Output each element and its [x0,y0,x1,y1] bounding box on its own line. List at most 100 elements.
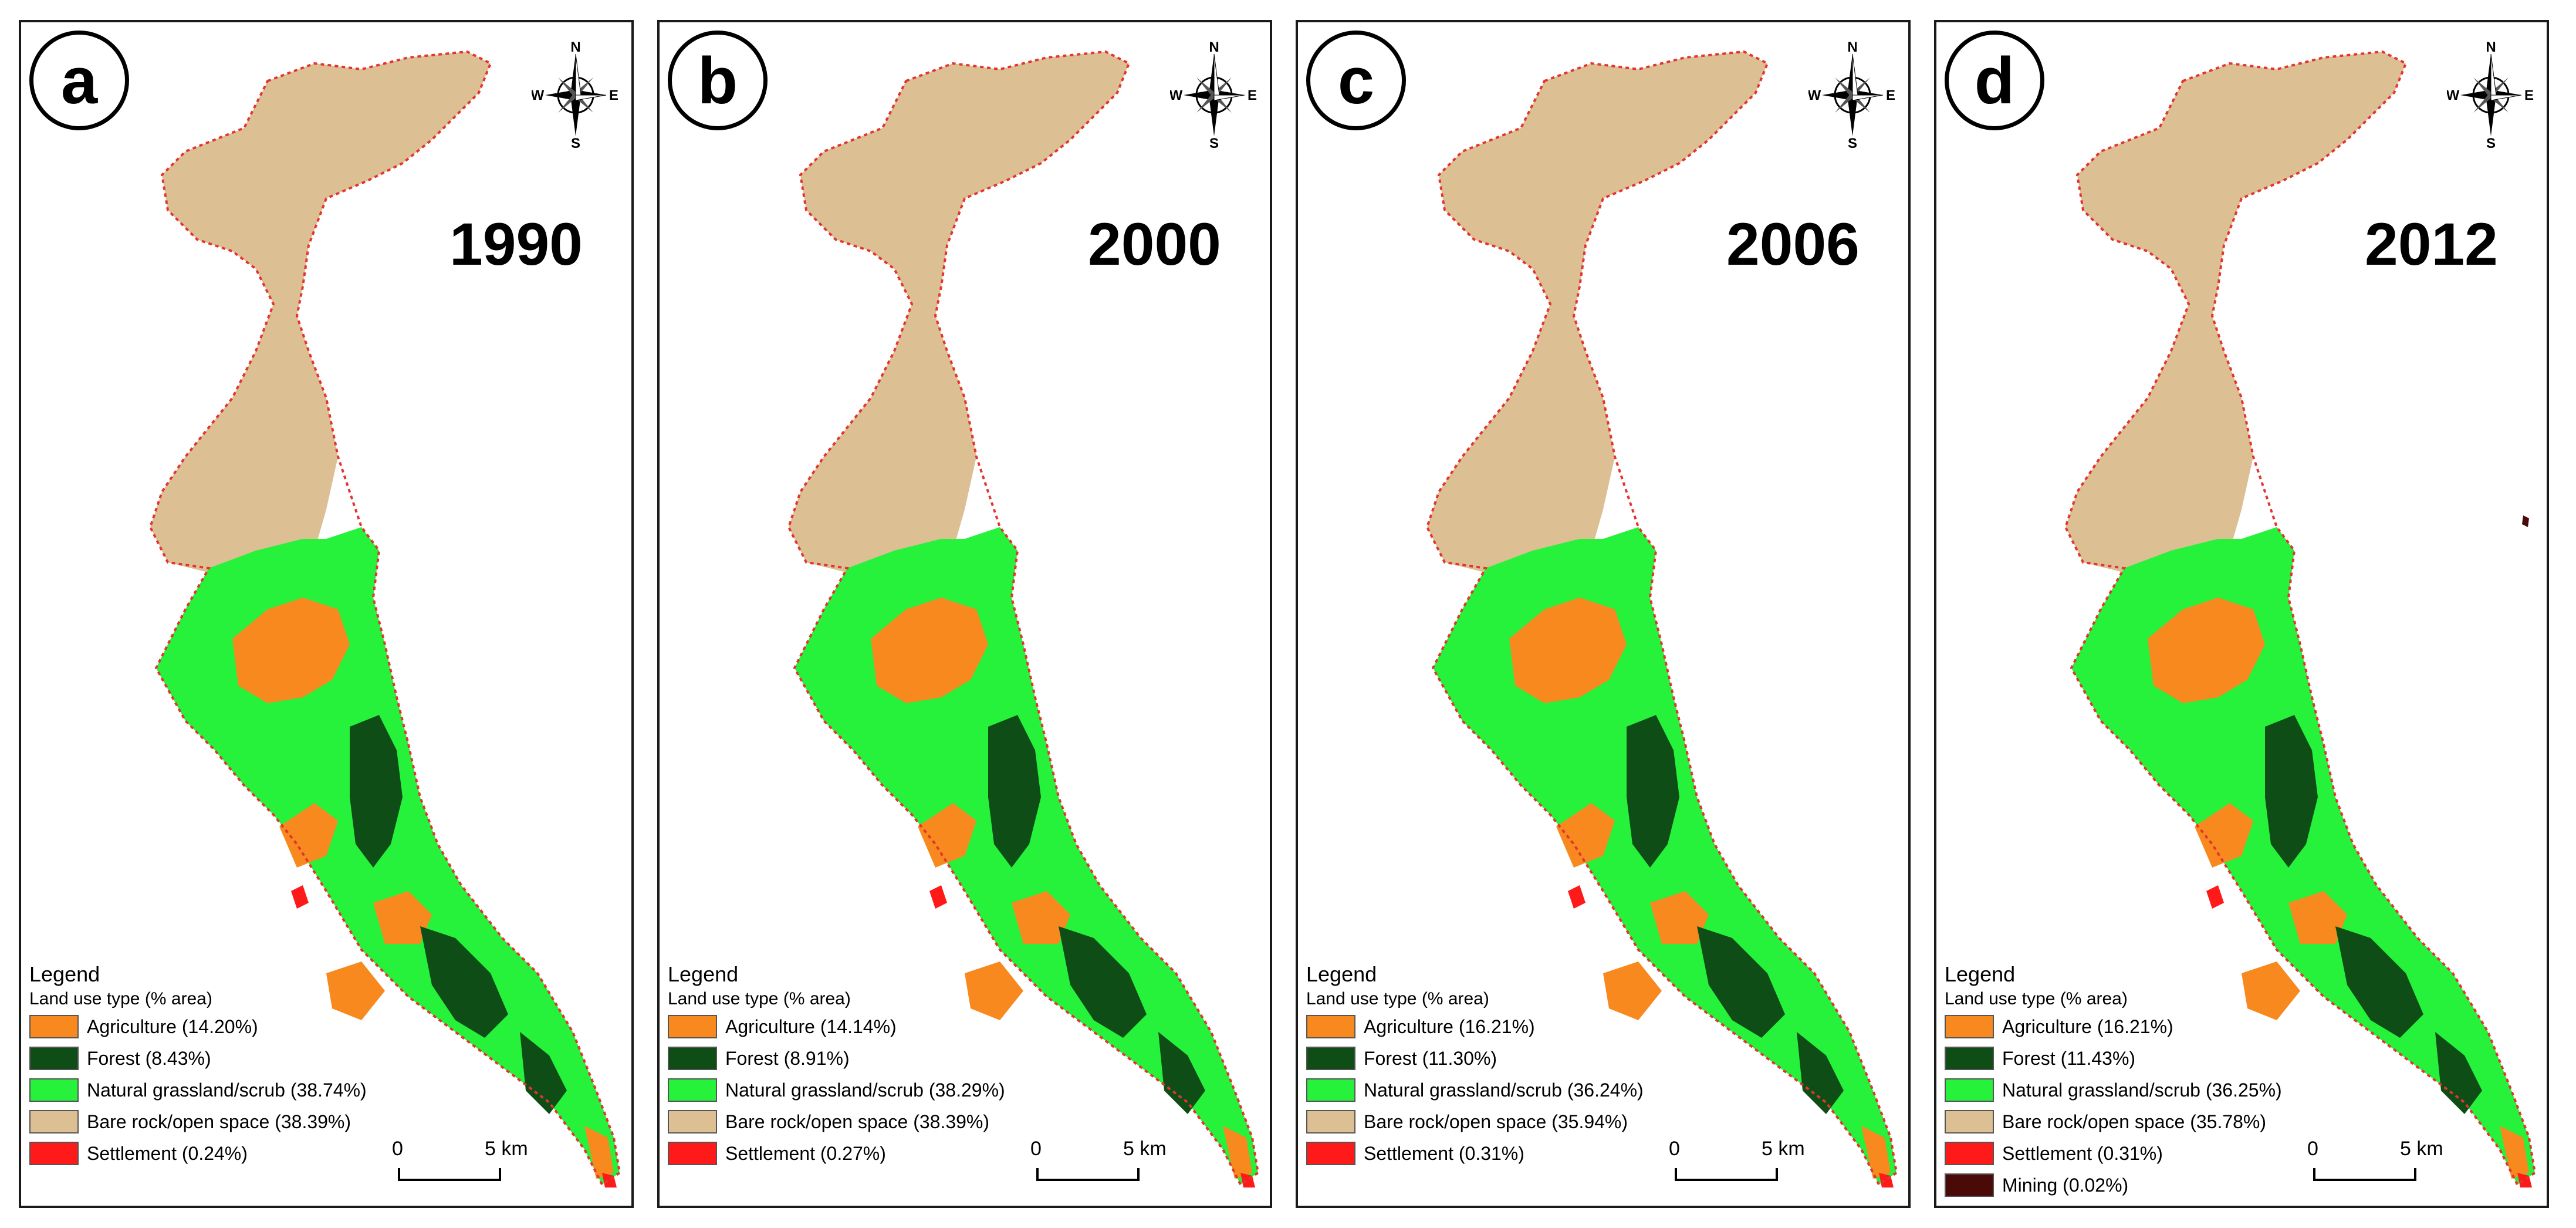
legend-swatch [668,1142,717,1165]
north-arrow-icon: N S W E [2447,39,2534,150]
legend-item-forest: Forest (11.30%) [1306,1043,1644,1074]
compass-east-label: E [609,87,618,103]
legend: Legend Land use type (% area) Agricultur… [1306,962,1644,1169]
legend-label: Forest (11.43%) [2002,1047,2136,1069]
legend-label: Agriculture (14.20%) [87,1016,258,1037]
legend-swatch [668,1047,717,1070]
scale-end-label: 5 km [2400,1138,2443,1160]
legend-item-agriculture: Agriculture (16.21%) [1945,1011,2282,1043]
scale-start-label: 0 [392,1138,403,1160]
legend-label: Natural grassland/scrub (38.74%) [87,1079,367,1101]
legend-swatch [29,1110,79,1133]
study-area-boundary [148,50,621,1186]
legend-item-settlement: Settlement (0.31%) [1306,1138,1644,1169]
legend-swatch [1306,1078,1355,1102]
legend-title: Legend [668,962,739,986]
land-use-map [787,50,1260,1187]
forest-region [2265,715,2482,1114]
legend-subtitle: Land use type (% area) [668,989,851,1008]
legend-label: Agriculture (16.21%) [1364,1016,1535,1037]
legend-label: Mining (0.02%) [2002,1174,2129,1196]
north-arrow-icon: N S W E [1808,39,1895,150]
map-panel-c: c 2006 N S W E Legend Land use type (% a… [1296,20,1911,1208]
agriculture-region [1509,598,1891,1179]
legend-item-forest: Forest (8.43%) [29,1043,367,1074]
legend-title: Legend [29,962,100,986]
study-area-boundary [1425,50,1898,1186]
legend-subtitle: Land use type (% area) [1306,989,1489,1008]
panel-letter: d [1945,31,2044,130]
compass-north-label: N [1209,39,1219,55]
panel-letter: c [1306,31,1406,130]
legend-swatch [29,1015,79,1038]
legend: Legend Land use type (% area) Agricultur… [29,962,367,1169]
legend-swatch [1306,1110,1355,1133]
panel-letter: a [29,31,129,130]
legend-label: Forest (11.30%) [1364,1047,1497,1069]
compass-east-label: E [2524,87,2534,103]
legend-swatch [29,1142,79,1165]
bare-rock-region [789,52,1129,574]
legend-item-agriculture: Agriculture (14.14%) [668,1011,1005,1043]
legend-item-grassland: Natural grassland/scrub (36.24%) [1306,1074,1644,1106]
legend-swatch [29,1047,79,1070]
legend-label: Agriculture (14.14%) [725,1016,897,1037]
bare-rock-region [2065,52,2406,574]
legend-title: Legend [1945,962,2016,986]
forest-region [988,715,1205,1114]
north-arrow-icon: N S W E [532,39,618,150]
legend-item-settlement: Settlement (0.31%) [1945,1138,2282,1169]
legend-label: Settlement (0.31%) [2002,1142,2163,1164]
land-use-map [1425,50,1898,1187]
legend-swatch [1306,1047,1355,1070]
north-arrow-icon: N S W E [1170,39,1257,150]
scale-start-label: 0 [1669,1138,1680,1160]
legend-item-grassland: Natural grassland/scrub (38.29%) [668,1074,1005,1106]
legend-label: Settlement (0.24%) [87,1142,248,1164]
legend-item-bare-rock: Bare rock/open space (35.94%) [1306,1106,1644,1138]
year-label: 2006 [1726,211,1860,278]
compass-west-label: W [2447,87,2460,103]
scale-end-label: 5 km [1762,1138,1805,1160]
scale-end-label: 5 km [1123,1138,1167,1160]
compass-west-label: W [532,87,545,103]
land-use-map [2064,50,2537,1187]
compass-south-label: S [571,136,580,150]
legend-swatch [1945,1173,1994,1197]
legend-label: Natural grassland/scrub (36.25%) [2002,1079,2282,1101]
forest-region [1627,715,1844,1114]
legend-item-agriculture: Agriculture (16.21%) [1306,1011,1644,1043]
legend-label: Forest (8.91%) [725,1047,850,1069]
legend-item-bare-rock: Bare rock/open space (35.78%) [1945,1106,2282,1138]
legend-label: Bare rock/open space (35.78%) [2002,1111,2267,1132]
bare-rock-region [1427,52,1767,574]
legend-label: Settlement (0.31%) [1364,1142,1524,1164]
panel-letter: b [668,31,768,130]
legend-label: Natural grassland/scrub (36.24%) [1364,1079,1644,1101]
legend-item-forest: Forest (11.43%) [1945,1043,2282,1074]
legend-subtitle: Land use type (% area) [29,989,212,1008]
legend-swatch [668,1015,717,1038]
legend-label: Forest (8.43%) [87,1047,211,1069]
legend: Legend Land use type (% area) Agricultur… [1945,962,2282,1201]
legend-swatch [1945,1142,1994,1165]
legend-item-agriculture: Agriculture (14.20%) [29,1011,367,1043]
bare-rock-region [150,52,491,574]
legend-label: Bare rock/open space (38.39%) [87,1111,351,1132]
compass-west-label: W [1170,87,1183,103]
compass-north-label: N [1847,39,1857,55]
scale-bar: 0 5 km [1030,1138,1211,1190]
compass-south-label: S [1209,136,1219,150]
agriculture-region [2148,598,2529,1179]
legend-item-grassland: Natural grassland/scrub (38.74%) [29,1074,367,1106]
legend-item-settlement: Settlement (0.27%) [668,1138,1005,1169]
compass-east-label: E [1248,87,1257,103]
scale-bar: 0 5 km [392,1138,573,1190]
agriculture-region [871,598,1252,1179]
legend-swatch [668,1078,717,1102]
legend-item-grassland: Natural grassland/scrub (36.25%) [1945,1074,2282,1106]
scale-end-label: 5 km [485,1138,528,1160]
legend-item-mining: Mining (0.02%) [1945,1169,2282,1201]
year-label: 2000 [1088,211,1221,278]
legend-swatch [1306,1015,1355,1038]
